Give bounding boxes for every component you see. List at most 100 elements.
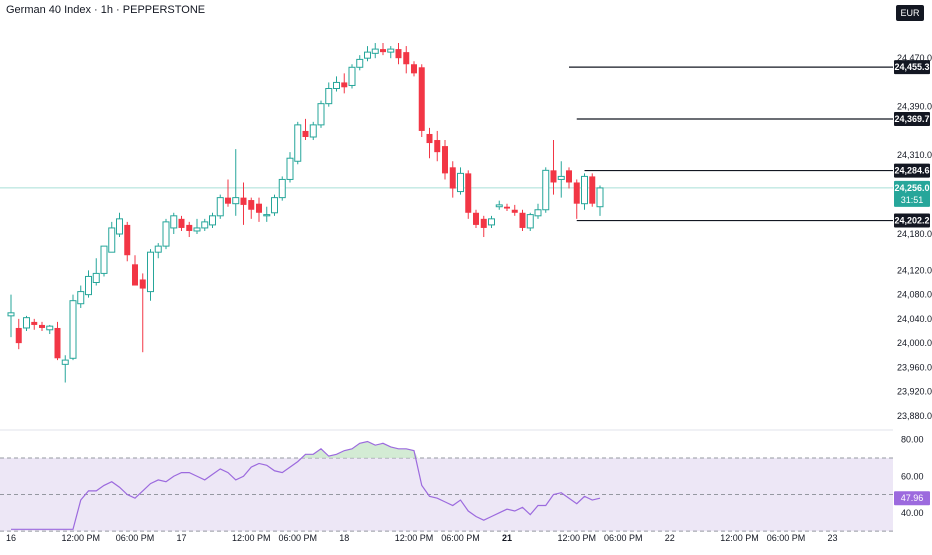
candle-body-up <box>526 214 534 229</box>
candle[interactable] <box>534 203 542 219</box>
candle[interactable] <box>39 321 45 331</box>
level-price-label[interactable]: 24,455.3 <box>894 60 930 75</box>
candle-body-up <box>581 175 588 205</box>
candle[interactable] <box>557 161 565 198</box>
candle[interactable] <box>526 212 534 231</box>
candle[interactable] <box>116 212 123 238</box>
candle[interactable] <box>480 215 487 238</box>
candle[interactable] <box>248 197 255 219</box>
level-price-label[interactable]: 24,284.6 <box>894 163 930 178</box>
time-axis-tick: 21 <box>502 533 512 543</box>
candle[interactable] <box>519 209 526 231</box>
candle[interactable] <box>380 43 386 56</box>
price-labels: 24,455.3 24,369.7 24,284.6 24,202.2 24,256.0… <box>894 60 930 506</box>
candle[interactable] <box>77 285 85 308</box>
candle-body-down <box>442 146 448 174</box>
candle[interactable] <box>263 206 271 222</box>
candle[interactable] <box>302 118 309 141</box>
candle-body-up <box>147 251 154 293</box>
candle[interactable] <box>542 167 550 213</box>
candle[interactable] <box>186 221 193 238</box>
candle[interactable] <box>139 273 146 353</box>
candle[interactable] <box>232 149 240 216</box>
candle[interactable] <box>15 318 22 350</box>
candle[interactable] <box>403 46 410 74</box>
candle[interactable] <box>333 76 340 92</box>
candle-body-up <box>201 221 209 229</box>
candle[interactable] <box>449 161 456 198</box>
candle[interactable] <box>550 140 557 195</box>
candles[interactable] <box>7 43 604 383</box>
candle[interactable] <box>488 215 495 228</box>
candle[interactable] <box>147 249 154 301</box>
candle[interactable] <box>511 204 518 216</box>
candle[interactable] <box>170 212 178 234</box>
time-axis-tick: 22 <box>665 533 675 543</box>
candle[interactable] <box>46 324 54 335</box>
time-axis-tick: 17 <box>176 533 186 543</box>
candle[interactable] <box>596 185 604 216</box>
candle[interactable] <box>154 243 162 259</box>
candle[interactable] <box>61 355 69 383</box>
candle[interactable] <box>54 321 61 361</box>
candle-body-up <box>216 197 224 217</box>
price-axis-tick: 23,880.0 <box>897 411 932 421</box>
candle[interactable] <box>271 194 278 216</box>
candle[interactable] <box>240 182 247 225</box>
candle[interactable] <box>23 315 30 331</box>
candle[interactable] <box>209 212 216 228</box>
candle[interactable] <box>364 46 371 62</box>
candle[interactable] <box>325 82 333 107</box>
candle[interactable] <box>294 121 302 165</box>
candle[interactable] <box>7 294 15 338</box>
candle[interactable] <box>442 140 448 180</box>
currency-button[interactable]: EUR <box>896 5 924 21</box>
candle[interactable] <box>100 245 108 277</box>
candle[interactable] <box>31 318 38 330</box>
candle[interactable] <box>193 218 201 234</box>
candle[interactable] <box>566 167 572 189</box>
candle[interactable] <box>504 203 510 211</box>
rsi-line[interactable] <box>11 440 601 530</box>
candle[interactable] <box>132 255 138 286</box>
level-price-label[interactable]: 24,202.2 <box>894 213 930 228</box>
candle[interactable] <box>371 43 379 59</box>
candle[interactable] <box>465 170 472 219</box>
time-axis-tick: 12:00 PM <box>720 533 759 543</box>
candle[interactable] <box>573 179 580 219</box>
candle-body-up <box>356 58 364 68</box>
candle[interactable] <box>581 173 588 210</box>
candle[interactable] <box>256 197 262 222</box>
candle[interactable] <box>69 294 77 361</box>
candle[interactable] <box>418 64 425 137</box>
candle[interactable] <box>216 194 224 219</box>
candle[interactable] <box>278 176 286 201</box>
candle[interactable] <box>286 152 294 183</box>
candle[interactable] <box>85 270 92 298</box>
candle[interactable] <box>395 43 402 65</box>
candle[interactable] <box>108 221 116 253</box>
price-axis-tick: 24,180.0 <box>897 229 932 239</box>
candle[interactable] <box>317 100 325 128</box>
candle[interactable] <box>178 215 185 231</box>
candle[interactable] <box>348 64 356 89</box>
candle[interactable] <box>92 258 100 286</box>
candle[interactable] <box>387 46 395 59</box>
candle[interactable] <box>309 121 317 141</box>
level-price-label[interactable]: 24,369.7 <box>894 111 930 126</box>
candle-body-down <box>395 49 402 59</box>
candle[interactable] <box>341 73 348 94</box>
candle[interactable] <box>162 218 170 250</box>
candle[interactable] <box>411 61 417 77</box>
candle[interactable] <box>225 179 231 207</box>
candle[interactable] <box>201 218 209 231</box>
candle[interactable] <box>589 173 596 207</box>
candle[interactable] <box>426 127 433 159</box>
candle[interactable] <box>473 209 479 228</box>
candle[interactable] <box>124 221 131 262</box>
candle[interactable] <box>457 167 464 195</box>
candle[interactable] <box>356 55 364 71</box>
candle[interactable] <box>495 200 503 210</box>
candle[interactable] <box>434 130 441 162</box>
candle-body-down <box>178 218 185 228</box>
